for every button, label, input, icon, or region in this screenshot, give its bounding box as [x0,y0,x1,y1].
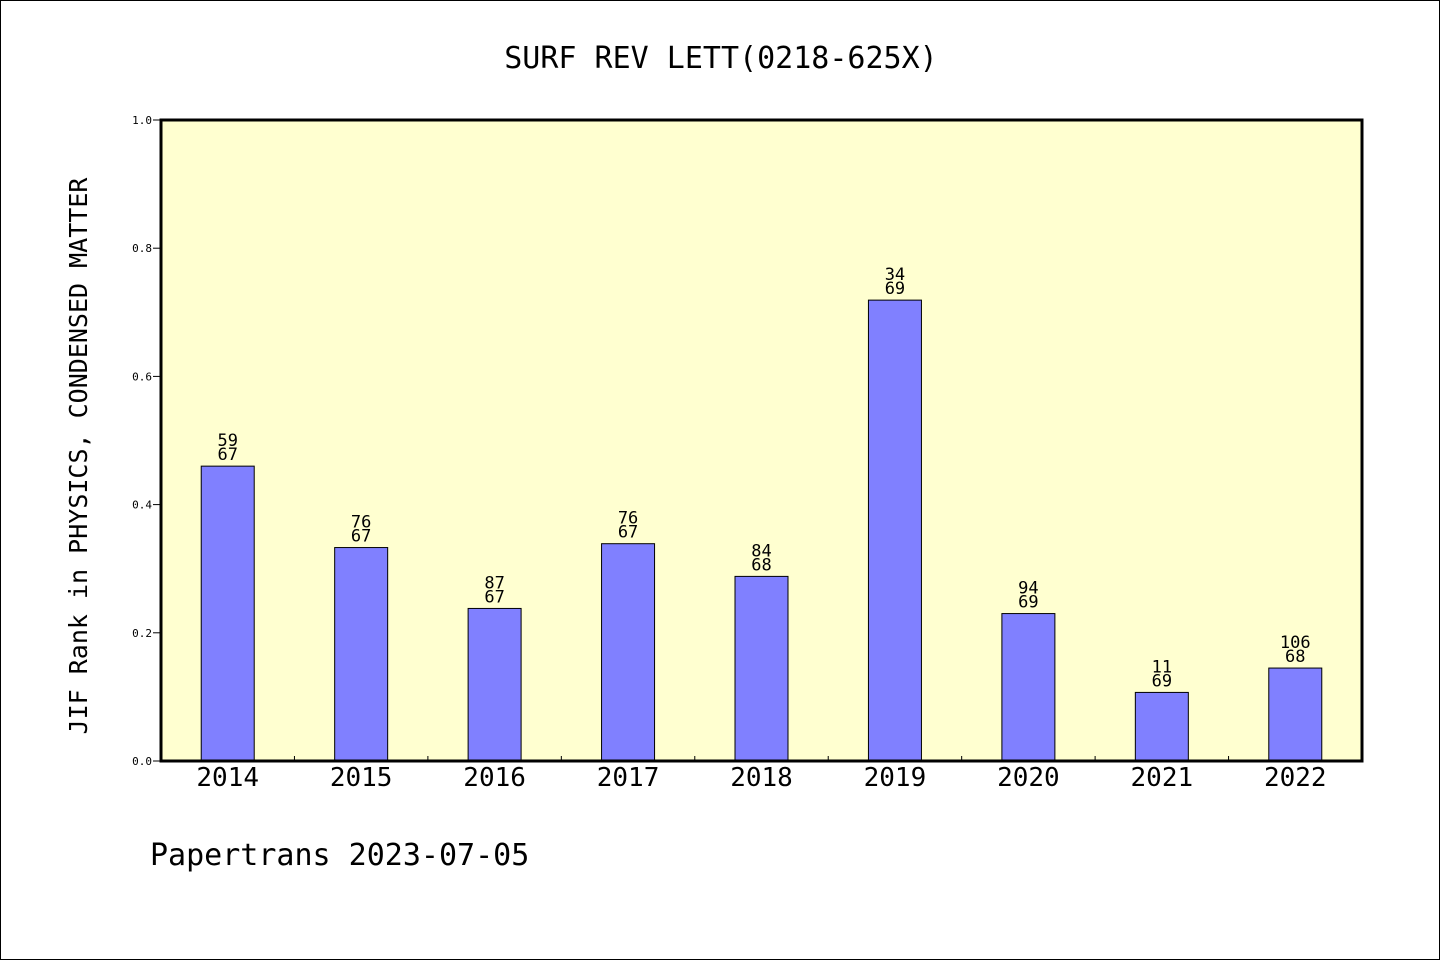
bar-rank-label: 94 [1018,579,1038,599]
plot-border [159,118,1364,763]
bar-2016 [467,607,522,762]
x-tick-label: 2015 [330,763,393,793]
bars [200,299,1323,762]
bar-2019 [867,299,922,762]
x-tick-label: 2021 [1131,763,1194,793]
bar-rank-label: 87 [484,573,504,593]
bar-2018 [734,575,789,762]
bar-total-label: 67 [484,587,504,607]
bar-rank-label: 84 [751,541,771,561]
x-tick-label: 2019 [864,763,927,793]
y-tick-label: 0.8 [132,242,152,255]
chart-title: SURF REV LETT(0218-625X) [504,41,937,76]
bar-total-label: 69 [885,279,905,299]
bar-total-label: 67 [217,445,237,465]
bar-2021 [1134,691,1189,762]
y-tick-label: 0.0 [132,755,152,768]
y-tick-label: 0.2 [132,627,152,640]
bar-rank-label: 76 [351,513,371,533]
bar-rank-label: 59 [217,431,237,451]
bar-total-label: 67 [351,527,371,547]
x-tick-label: 2018 [730,763,793,793]
bar-rank-label: 11 [1152,657,1172,677]
bar-total-label: 68 [751,555,771,575]
bar-2022 [1268,667,1323,762]
y-axis-label: JIF Rank in PHYSICS, CONDENSED MATTER [64,177,93,735]
x-tick-label: 2022 [1264,763,1327,793]
y-tick-label: 0.4 [132,499,152,512]
x-tick-label: 2017 [597,763,660,793]
bar-total-label: 67 [618,523,638,543]
bar-2017 [601,543,656,762]
bar-2014 [200,465,255,762]
bar-total-label: 68 [1285,647,1305,667]
y-tick-label: 0.6 [132,370,152,383]
bar-total-label: 69 [1018,593,1038,613]
x-tick-label: 2014 [196,763,259,793]
bar-2020 [1001,613,1056,762]
bar-2015 [334,547,389,762]
bar-total-label: 69 [1152,671,1172,691]
bar-rank-label: 76 [618,509,638,529]
footer-text: Papertrans 2023-07-05 [150,838,529,873]
x-axis: 2014 2015 2016 2017 2018 2019 2020 2021 2022 [196,756,1327,793]
bar-rank-label: 106 [1280,633,1311,653]
x-tick-label: 2020 [997,763,1060,793]
y-axis: 0.0 0.2 0.4 0.6 0.8 1.0 [132,114,161,768]
x-tick-label: 2016 [463,763,526,793]
y-tick-label: 1.0 [132,114,152,127]
bar-rank-label: 34 [885,265,905,285]
